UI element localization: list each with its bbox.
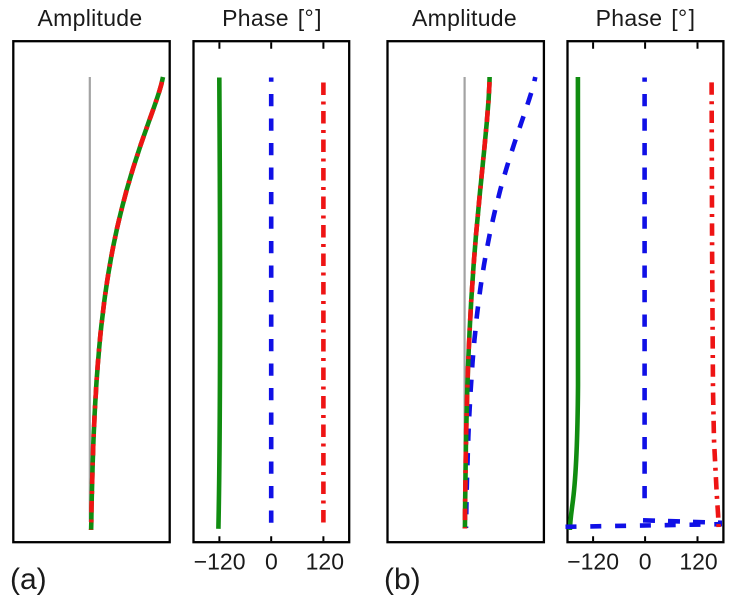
svg-text:Phase [°]: Phase [°]: [596, 5, 696, 31]
svg-text:0: 0: [265, 549, 278, 575]
svg-text:Amplitude: Amplitude: [412, 5, 517, 31]
svg-text:Amplitude: Amplitude: [38, 5, 143, 31]
svg-text:−120: −120: [567, 549, 619, 575]
svg-text:(a): (a): [10, 563, 47, 596]
svg-text:120: 120: [679, 549, 717, 575]
svg-text:120: 120: [306, 549, 344, 575]
svg-text:(b): (b): [384, 563, 421, 596]
svg-text:0: 0: [639, 549, 652, 575]
svg-text:−120: −120: [194, 549, 246, 575]
svg-text:Phase [°]: Phase [°]: [222, 5, 322, 31]
